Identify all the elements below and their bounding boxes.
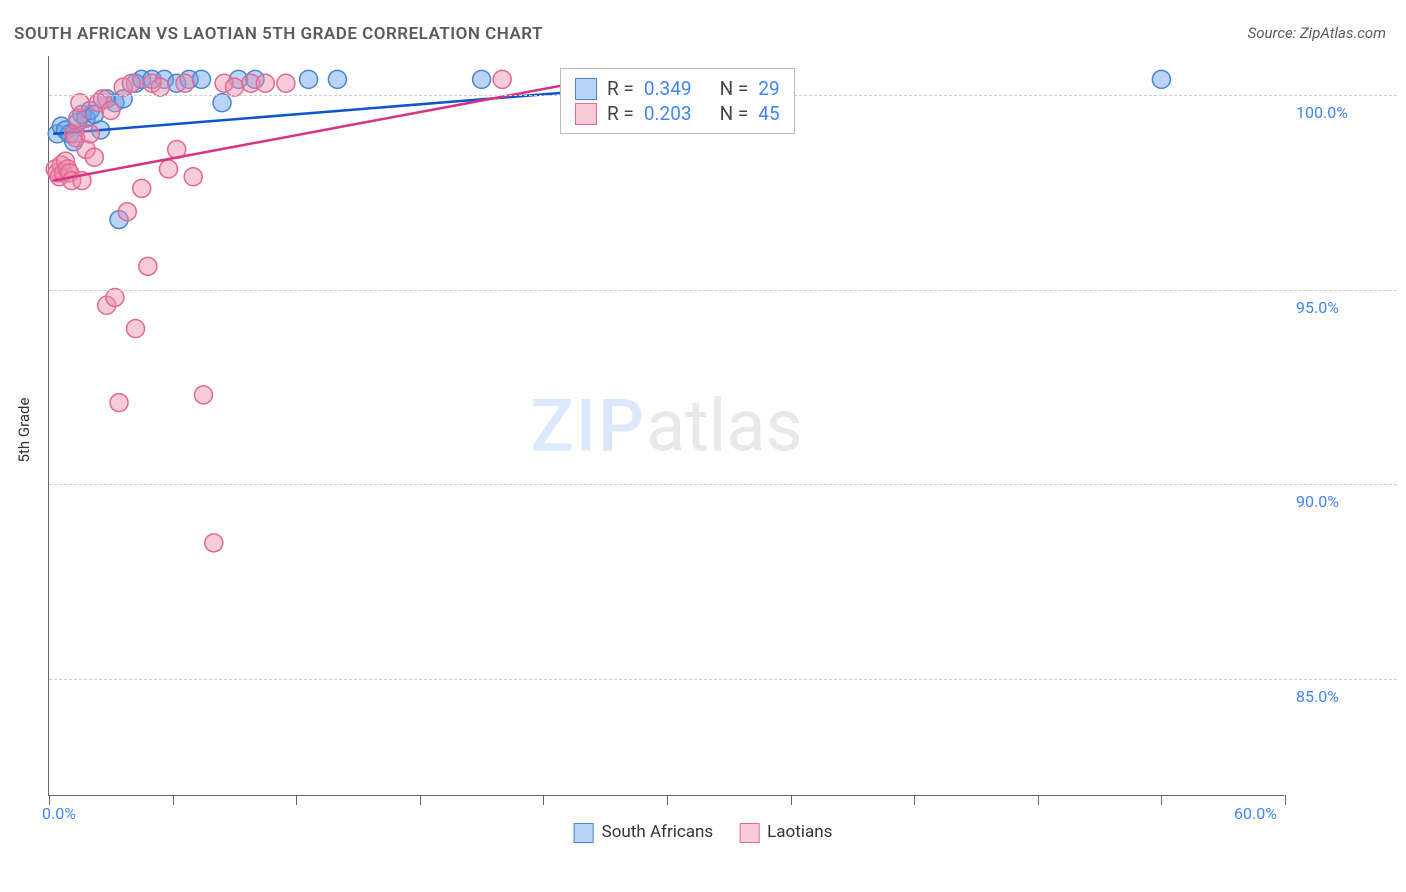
y-tick-label: 95.0% [1296, 298, 1339, 317]
y-axis-label: 5th Grade [15, 398, 33, 463]
data-point [106, 288, 124, 306]
x-tick [420, 795, 421, 805]
data-point [159, 160, 177, 178]
data-point [118, 203, 136, 221]
stats-row: R = 0.349 N = 29 [575, 77, 780, 100]
data-point [184, 168, 202, 186]
gridline [49, 484, 1397, 485]
data-point [213, 94, 231, 112]
data-point [85, 148, 103, 166]
bottom-legend: South Africans Laotians [574, 822, 833, 843]
n-value: 45 [758, 102, 779, 125]
legend-swatch [739, 823, 759, 843]
data-point [205, 534, 223, 552]
data-point [122, 74, 140, 92]
r-label: R = [607, 102, 634, 125]
legend-item: Laotians [739, 822, 832, 843]
x-tick-label: 0.0% [42, 804, 76, 823]
y-tick-label: 85.0% [1296, 687, 1339, 706]
legend-label: Laotians [767, 822, 832, 842]
x-tick [543, 795, 544, 805]
data-point [110, 394, 128, 412]
gridline [49, 290, 1397, 291]
data-point [473, 70, 491, 88]
data-point [176, 74, 194, 92]
data-point [192, 70, 210, 88]
legend-swatch [574, 823, 594, 843]
n-label: N = [720, 102, 749, 125]
data-point [133, 179, 151, 197]
chart-title: SOUTH AFRICAN VS LAOTIAN 5TH GRADE CORRE… [14, 24, 543, 44]
x-tick [1161, 795, 1162, 805]
data-point [139, 257, 157, 275]
data-point [127, 320, 145, 338]
gridline [49, 679, 1397, 680]
legend-label: South Africans [602, 822, 714, 842]
data-point [195, 386, 213, 404]
r-label: R = [607, 77, 634, 100]
data-point [225, 78, 243, 96]
data-point [1152, 70, 1170, 88]
data-point [493, 70, 511, 88]
x-tick-label: 60.0% [1234, 804, 1277, 823]
x-tick [1285, 795, 1286, 805]
correlation-stats-box: R = 0.349 N = 29R = 0.203 N = 45 [560, 68, 795, 134]
stats-row: R = 0.203 N = 45 [575, 102, 780, 125]
x-tick [914, 795, 915, 805]
x-tick [173, 795, 174, 805]
r-value: 0.349 [644, 77, 692, 100]
x-tick [1038, 795, 1039, 805]
data-point [151, 78, 169, 96]
stats-swatch [575, 78, 597, 100]
data-point [300, 70, 318, 88]
legend-item: South Africans [574, 822, 714, 843]
x-tick [791, 795, 792, 805]
data-point [81, 125, 99, 143]
stats-swatch [575, 103, 597, 125]
n-label: N = [720, 77, 749, 100]
n-value: 29 [758, 77, 779, 100]
x-tick [667, 795, 668, 805]
data-point [102, 102, 120, 120]
y-tick-label: 100.0% [1296, 103, 1348, 122]
r-value: 0.203 [644, 102, 692, 125]
data-point [71, 94, 89, 112]
data-point [277, 74, 295, 92]
data-point [328, 70, 346, 88]
data-point [256, 74, 274, 92]
scatter-svg [49, 56, 1284, 795]
y-tick-label: 90.0% [1296, 492, 1339, 511]
source-label: Source: ZipAtlas.com [1248, 24, 1386, 42]
plot-area: ZIPatlas [48, 56, 1284, 796]
x-tick [296, 795, 297, 805]
